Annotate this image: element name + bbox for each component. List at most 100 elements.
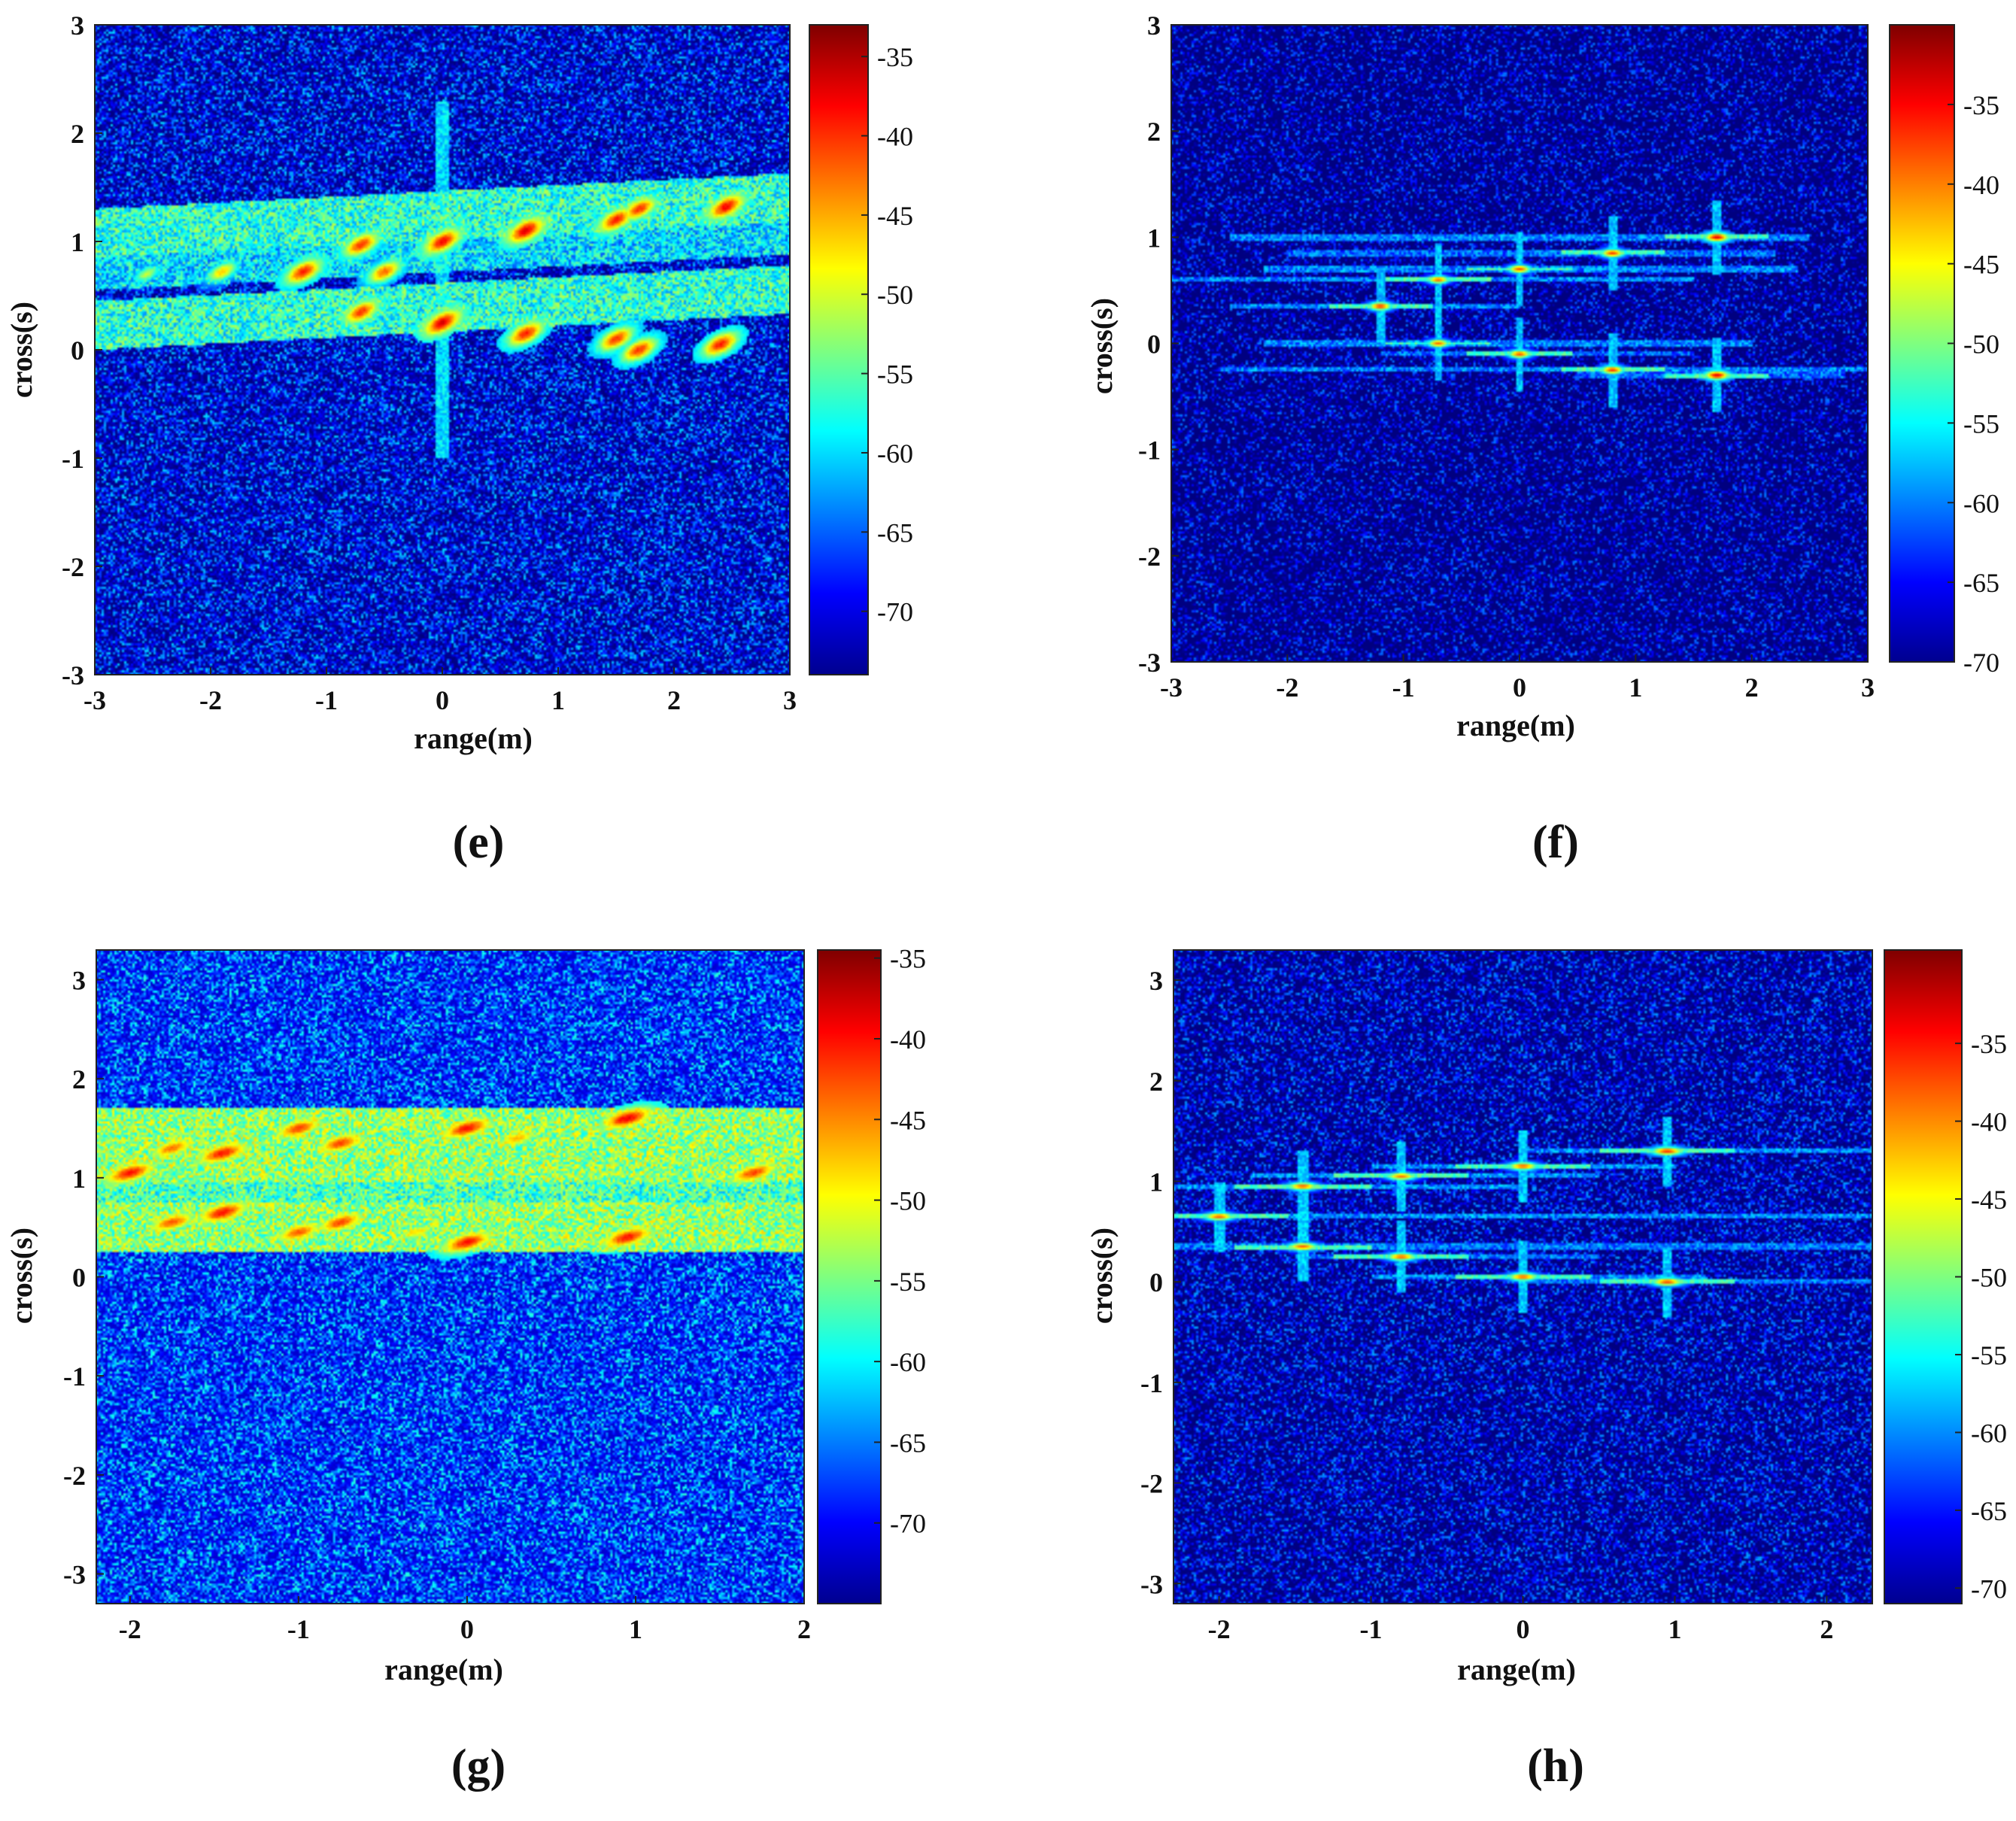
colorbar-tick-label: -60 [890,1347,926,1377]
x-tick-label: 3 [783,685,797,715]
panel-g: -2 -1 0 1 2 -3 -2 -1 0 1 2 3 range(m) cross(s) -35 -40 -… [5,944,926,1792]
x-axis-label: range(m) [1456,709,1575,742]
heatmap-image-e [95,25,790,675]
y-tick-label: -3 [1140,1569,1163,1599]
x-axis-label: range(m) [384,1653,503,1686]
colorbar-tick-label: -40 [1963,170,1999,200]
x-tick-label: -1 [1360,1614,1383,1644]
colorbar-tick-label: -65 [890,1428,926,1458]
panel-label: (g) [451,1741,506,1792]
colorbar-tick-label: -55 [1963,408,1999,439]
x-tick-label: 0 [436,685,449,715]
y-tick-label: -2 [1138,542,1161,572]
y-tick-label: -2 [63,1461,86,1491]
colorbar-tick-label: -70 [890,1509,926,1539]
colorbar-tick-label: -40 [890,1024,926,1055]
y-tick-label: 0 [1149,1267,1163,1297]
y-axis-label: cross(s) [5,302,38,398]
y-tick-label: -3 [62,660,84,690]
colorbar-tick-label: -50 [1963,329,1999,360]
x-tick-label: -3 [83,685,106,715]
x-tick-label: 1 [1668,1614,1681,1644]
x-tick-label: 1 [629,1614,642,1644]
colorbar-tick-label: -70 [877,597,913,627]
colorbar-tick-label: -65 [877,517,913,548]
colorbar-tick-label: -45 [877,201,913,231]
y-tick-label: -3 [63,1560,86,1590]
y-axis-label: cross(s) [1085,298,1119,394]
colorbar-tick-label: -35 [1971,1029,2007,1059]
y-tick-label: 1 [71,227,84,257]
y-tick-label: 0 [1147,329,1161,360]
x-tick-label: 0 [460,1614,474,1644]
colorbar-tick-label: -45 [1971,1185,2007,1215]
x-axis-label: range(m) [414,721,533,755]
y-axis-label: cross(s) [1085,1228,1119,1324]
heatmap-image-g [96,950,804,1604]
heatmap-image-h [1173,950,1872,1604]
colorbar-tick-label: -35 [890,944,926,974]
y-tick-label: 2 [1149,1067,1163,1097]
panel-e: -3 -2 -1 0 1 2 3 -3 -2 -1 0 1 2 3 range(m) cross(s) -35 -… [5,11,913,868]
y-tick-label: 3 [1149,966,1163,996]
x-tick-label: 0 [1517,1614,1530,1644]
colorbar-tick-label: -60 [877,439,913,469]
panel-f: -3 -2 -1 0 1 2 3 -3 -2 -1 0 1 2 3 range(m) cross(s) -35 -… [1085,11,1999,868]
x-tick-label: -2 [1276,672,1298,703]
y-tick-label: 3 [1147,11,1161,41]
x-axis-label: range(m) [1457,1653,1576,1686]
x-tick-label: 2 [1745,672,1759,703]
x-tick-label: 2 [797,1614,811,1644]
colorbar-h [1884,949,1963,1604]
x-tick-label: -1 [1392,672,1415,703]
x-tick-label: -3 [1160,672,1183,703]
y-tick-label: 3 [71,11,84,41]
colorbar-tick-label: -55 [1971,1340,2007,1370]
colorbar-tick-label: -35 [877,42,913,72]
colorbar-e [809,24,869,675]
y-tick-label: -2 [1140,1469,1163,1499]
x-tick-label: 2 [667,685,681,715]
colorbar-tick-label: -50 [890,1186,926,1216]
x-tick-label: -2 [119,1614,141,1644]
x-tick-label: 1 [551,685,565,715]
x-tick-label: 3 [1861,672,1875,703]
y-tick-label: 1 [1149,1167,1163,1197]
panel-h: -2 -1 0 1 2 -3 -2 -1 0 1 2 3 range(m) cross(s) -35 -40 -… [1085,949,2007,1792]
y-tick-label: -1 [62,444,84,474]
y-tick-label: 2 [1147,117,1161,147]
colorbar-f [1889,24,1955,663]
y-tick-label: 3 [72,966,86,996]
colorbar-tick-label: -60 [1971,1418,2007,1448]
y-axis-label: cross(s) [5,1228,38,1324]
panel-label: (h) [1527,1741,1584,1792]
y-tick-label: 1 [72,1164,86,1194]
colorbar-tick-label: -55 [890,1267,926,1297]
y-tick-label: -1 [1140,1368,1163,1398]
y-tick-label: -1 [1138,436,1161,466]
colorbar-tick-label: -55 [877,360,913,390]
colorbar-tick-label: -70 [1963,648,1999,678]
y-tick-label: -3 [1138,648,1161,678]
colorbar-tick-label: -35 [1963,90,1999,120]
y-tick-label: 0 [71,335,84,366]
x-tick-label: -1 [315,685,338,715]
colorbar-tick-label: -70 [1971,1574,2007,1604]
panel-label: (e) [453,817,505,868]
colorbar-tick-label: -50 [1971,1263,2007,1293]
y-tick-label: 0 [72,1263,86,1293]
colorbar-tick-label: -45 [890,1105,926,1135]
heatmap-image-f [1171,25,1868,662]
x-tick-label: 1 [1629,672,1642,703]
x-tick-label: 2 [1820,1614,1833,1644]
colorbar-tick-label: -40 [1971,1107,2007,1137]
y-tick-label: 2 [71,119,84,149]
colorbar-g [817,949,882,1604]
panel-label: (f) [1532,817,1579,868]
x-tick-label: -2 [1208,1614,1231,1644]
y-tick-label: 2 [72,1064,86,1094]
colorbar-tick-label: -50 [877,280,913,310]
x-tick-label: -2 [199,685,222,715]
x-tick-label: 0 [1513,672,1526,703]
